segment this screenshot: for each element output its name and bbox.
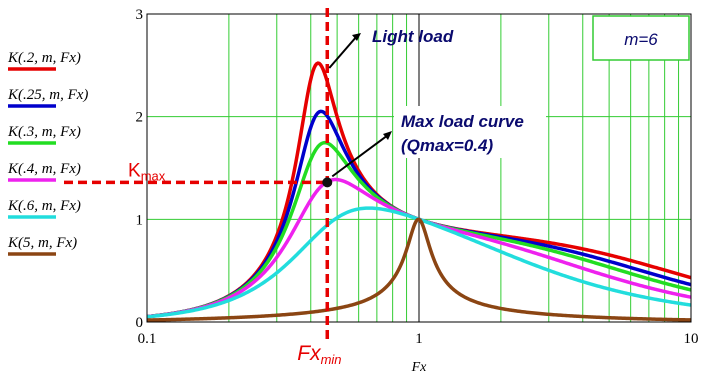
max-load-annotation-line1: Max load curve xyxy=(401,112,524,131)
y-tick-label: 2 xyxy=(136,110,144,126)
x-tick-label: 0.1 xyxy=(138,331,157,347)
light-load-arrow xyxy=(329,36,357,68)
x-tick-label: 1 xyxy=(415,331,423,347)
legend-label: K(.25, m, Fx) xyxy=(7,87,88,103)
x-axis-label: Fx xyxy=(411,360,428,375)
legend-label: K(.2, m, Fx) xyxy=(7,50,81,66)
m-parameter-label: m=6 xyxy=(624,30,658,49)
legend-label: K(5, m, Fx) xyxy=(7,235,77,251)
y-tick-label: 3 xyxy=(136,7,144,23)
labels: Light load Max load curve (Qmax=0.4) m=6 xyxy=(329,16,689,176)
light-load-annotation: Light load xyxy=(372,27,454,46)
legend: K(.2, m, Fx) K(.25, m, Fx) K(.3, m, Fx) K(.… xyxy=(7,50,88,254)
k-max-subscript: max xyxy=(141,168,166,183)
max-load-annotation-line2: (Qmax=0.4) xyxy=(401,136,493,155)
fx-min-label: Fxmin xyxy=(297,342,341,367)
legend-label: K(.4, m, Fx) xyxy=(7,161,81,177)
k-max-point xyxy=(322,177,332,187)
fx-min-subscript: min xyxy=(321,352,342,367)
legend-label: K(.3, m, Fx) xyxy=(7,124,81,140)
x-tick-label: 10 xyxy=(684,331,699,347)
y-tick-label: 1 xyxy=(136,212,144,228)
legend-label: K(.6, m, Fx) xyxy=(7,198,81,214)
y-tick-label: 0 xyxy=(136,315,144,331)
